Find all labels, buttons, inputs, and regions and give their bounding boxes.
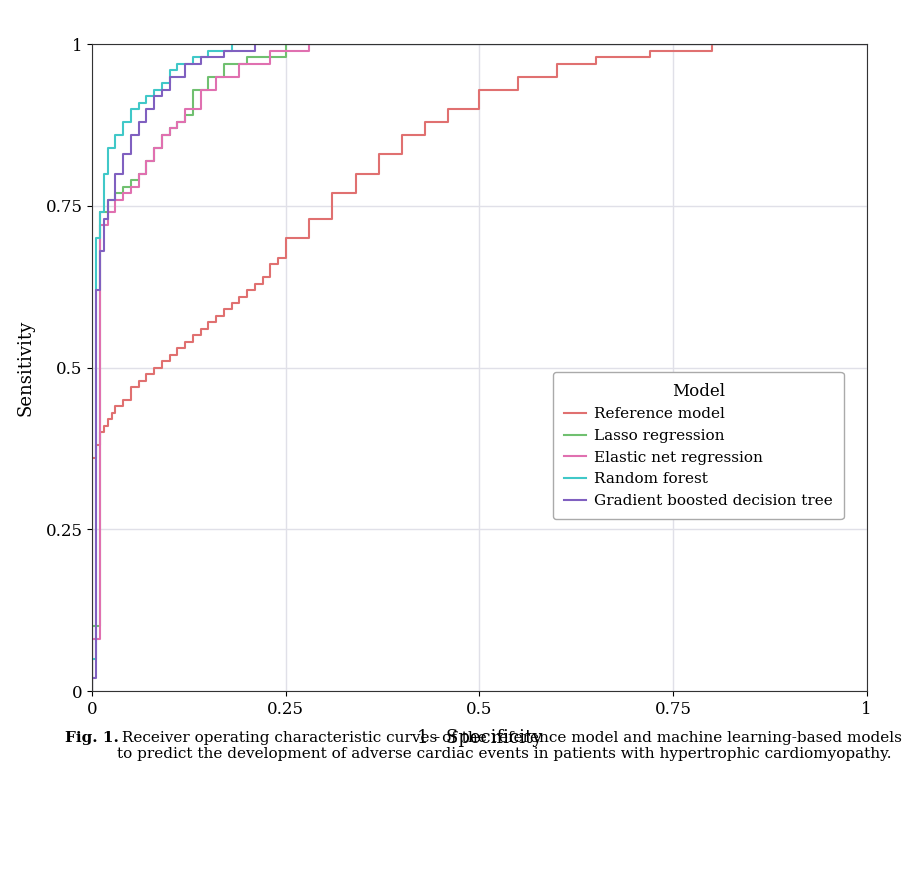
Text: Receiver operating characteristic curves of the reference model and machine lear: Receiver operating characteristic curves… [117,731,902,761]
Y-axis label: Sensitivity: Sensitivity [17,320,34,416]
Text: Fig. 1.: Fig. 1. [65,731,118,745]
X-axis label: 1 - Specificity: 1 - Specificity [417,729,542,747]
Legend: Reference model, Lasso regression, Elastic net regression, Random forest, Gradie: Reference model, Lasso regression, Elast… [553,372,844,518]
